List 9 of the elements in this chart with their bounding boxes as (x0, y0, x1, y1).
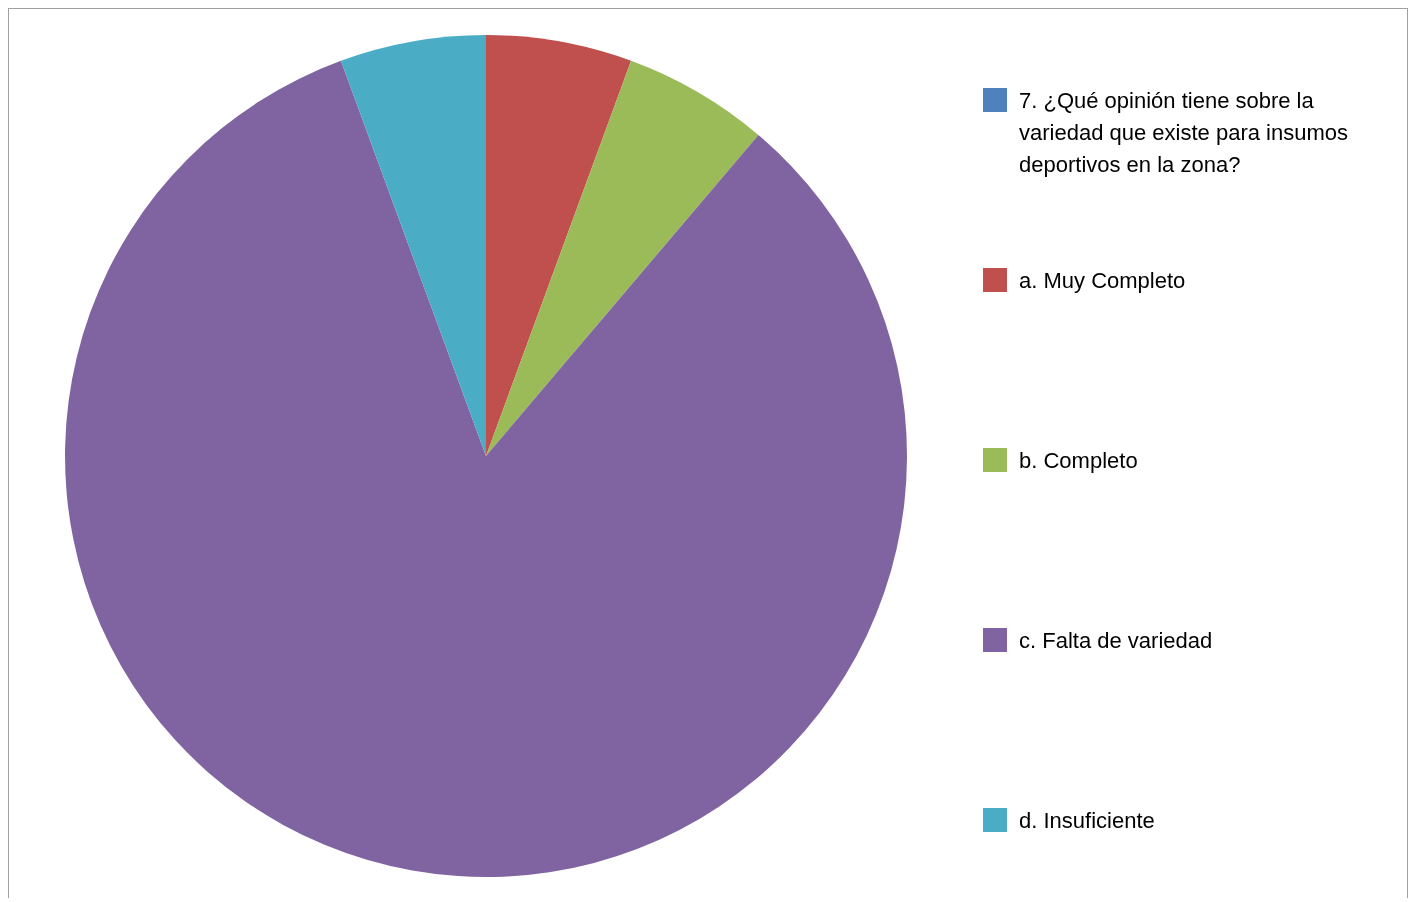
legend-label: c. Falta de variedad (1019, 628, 1213, 653)
pie-slice (486, 60, 759, 456)
legend-label: d. Insuficiente (1019, 808, 1155, 833)
legend-label: b. Completo (1019, 448, 1138, 473)
legend-label: 7. ¿Qué opinión tiene sobre la variedad que existe para insumos deportivos en la zona? (1019, 88, 1348, 177)
legend-label: a. Muy Completo (1019, 268, 1186, 293)
pie-slice (486, 35, 632, 456)
pie-slice (65, 60, 907, 877)
pie-slice (340, 35, 486, 456)
